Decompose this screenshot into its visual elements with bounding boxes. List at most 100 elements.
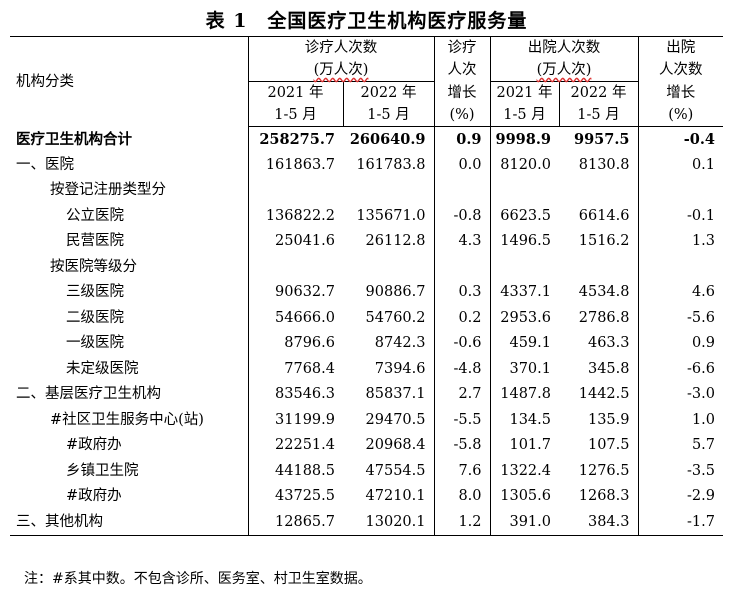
cell-visits-growth: 8.0 [433, 484, 490, 510]
cell-discharge-2021: 370.1 [489, 356, 559, 382]
header-v2021-1: 2021 年 [247, 81, 343, 104]
table-row: 医疗卫生机构合计 258275.7 260640.9 0.9 9998.9 99… [10, 126, 723, 153]
row-name: #政府办 [66, 488, 122, 504]
cell-discharge-growth: 5.7 [637, 433, 723, 459]
cell-visits-2021 [247, 178, 343, 204]
cell-discharge-2022: 384.3 [559, 509, 638, 536]
cell-discharge-growth: 1.0 [637, 407, 723, 433]
header-discharge-growth-1: 出院 [637, 36, 723, 59]
cell-discharge-2022: 135.9 [587, 411, 630, 428]
row-name: 民营医院 [66, 233, 124, 249]
cell-discharge-2022: 9957.5 [574, 131, 630, 148]
cell-visits-2022: 13020.1 [343, 509, 434, 536]
service-volume-table: 机构分类 诊疗人次数 诊疗 出院人次数 出院 (万人次) 人次 (万人次) 人次… [10, 36, 723, 536]
cell-visits-growth: -4.8 [433, 356, 490, 382]
cell-discharge-2022: 1442.5 [578, 386, 630, 402]
cell-visits-growth: 7.6 [433, 458, 490, 484]
table-row: #社区卫生服务中心(站) 31199.9 29470.5 -5.5 134.5 … [10, 407, 723, 433]
cell-discharge-2021: 9998.9 [489, 126, 559, 153]
header-discharge-growth-4: (%) [637, 104, 723, 127]
header-row-1: 机构分类 诊疗人次数 诊疗 出院人次数 出院 [10, 36, 723, 127]
cell-visits-2021: 8796.6 [247, 331, 343, 357]
cell-visits-2021: 54666.0 [247, 305, 343, 331]
table-row: 一、医院 161863.7 161783.8 0.0 8120.0 8130.8… [10, 152, 723, 178]
cell-discharge-growth: -3.5 [637, 458, 723, 484]
cell-visits-2022: 8742.3 [374, 335, 426, 351]
header-v2022-2: 1-5 月 [342, 104, 434, 127]
cell-discharge-2022: 6614.6 [578, 207, 630, 224]
row-name: 未定级医院 [66, 360, 139, 377]
row-name: 二、基层医疗卫生机构 [16, 386, 161, 402]
cell-discharge-2021: 134.5 [489, 407, 559, 433]
cell-discharge-growth: -6.6 [637, 356, 723, 382]
cell-visits-growth: 0.0 [433, 152, 490, 178]
cell-discharge-2022: 2786.8 [578, 309, 630, 326]
cell-visits-2022: 7394.6 [374, 360, 426, 377]
table-row: 二、基层医疗卫生机构 83546.3 85837.1 2.7 1487.8 14… [10, 382, 723, 408]
cell-discharge-2021: 6623.5 [489, 203, 559, 229]
cell-discharge-growth: -0.4 [637, 126, 723, 153]
cell-discharge-2022: 4534.8 [578, 284, 630, 300]
cell-discharge-2021 [489, 254, 559, 280]
table-note: 注：#系其中数。不包含诊所、医务室、村卫生室数据。 [24, 571, 372, 587]
cell-discharge-2022 [559, 255, 638, 281]
cell-visits-2022: 161783.8 [356, 156, 426, 173]
cell-discharge-2021: 391.0 [489, 509, 559, 536]
row-name: 医疗卫生机构合计 [16, 130, 132, 148]
table-row: 三、其他机构 12865.7 13020.1 1.2 391.0 384.3 -… [10, 509, 723, 536]
cell-visits-2021: 83546.3 [247, 382, 343, 408]
table-title: 表 1 全国医疗卫生机构医疗服务量 [205, 10, 528, 32]
header-row-4: 1-5 月 1-5 月 (%) 1-5 月 1-5 月 (%) [10, 104, 723, 127]
cell-discharge-growth: -1.7 [637, 509, 723, 536]
cell-visits-2021: 136822.2 [247, 203, 343, 229]
table-row: 二级医院 54666.0 54760.2 0.2 2953.6 2786.8 -… [10, 305, 723, 331]
cell-visits-2022: 26112.8 [365, 233, 426, 249]
cell-discharge-2021: 459.1 [489, 331, 559, 357]
row-name: 一级医院 [66, 335, 124, 351]
row-name: #政府办 [66, 437, 122, 453]
header-visits-growth-1: 诊疗 [433, 36, 490, 59]
cell-visits-2021: 12865.7 [247, 509, 343, 536]
cell-visits-2021 [247, 254, 343, 280]
cell-visits-growth: 1.2 [433, 509, 490, 536]
cell-visits-growth: -5.8 [433, 433, 490, 459]
row-name: 二级医院 [66, 309, 124, 326]
cell-discharge-growth [637, 254, 723, 280]
header-visits-group: 诊疗人次数 [247, 36, 434, 59]
cell-visits-2021: 161863.7 [247, 152, 343, 178]
header-v2022-1: 2022 年 [342, 81, 434, 104]
cell-discharge-2021: 1322.4 [489, 458, 559, 484]
cell-visits-2021: 90632.7 [247, 280, 343, 306]
cell-discharge-growth: 4.6 [637, 280, 723, 306]
cell-discharge-2021: 2953.6 [489, 305, 559, 331]
header-d2022-1: 2022 年 [558, 81, 638, 104]
cell-discharge-2021: 1487.8 [489, 382, 559, 408]
cell-discharge-2021: 1496.5 [489, 229, 559, 255]
cell-visits-2021: 258275.7 [247, 126, 343, 153]
header-row-3: 2021 年 2022 年 增长 2021 年 2022 年 增长 [10, 81, 723, 104]
header-d2021-2: 1-5 月 [489, 104, 559, 127]
cell-visits-growth [433, 178, 490, 204]
cell-visits-2022 [343, 178, 434, 204]
table-row: 三级医院 90632.7 90886.7 0.3 4337.1 4534.8 4… [10, 280, 723, 306]
cell-visits-2022 [343, 255, 434, 281]
header-visits-growth-3: 增长 [433, 81, 490, 104]
table-row: 未定级医院 7768.4 7394.6 -4.8 370.1 345.8 -6.… [10, 356, 723, 382]
header-v2021-2: 1-5 月 [247, 104, 343, 127]
cell-discharge-2021 [489, 178, 559, 204]
row-name: 乡镇卫生院 [66, 462, 139, 479]
cell-visits-2021: 25041.6 [247, 229, 343, 255]
cell-visits-2021: 22251.4 [247, 433, 343, 459]
cell-visits-growth: -0.8 [433, 203, 490, 229]
cell-discharge-growth: -3.0 [637, 382, 723, 408]
cell-visits-2022: 47210.1 [365, 488, 426, 504]
cell-discharge-growth: 0.9 [637, 331, 723, 357]
cell-visits-2022: 47554.5 [365, 462, 426, 479]
row-name: 一、医院 [16, 156, 74, 173]
cell-discharge-growth: 1.3 [637, 229, 723, 255]
header-visits-growth-2: 人次 [433, 59, 490, 82]
cell-discharge-2021: 101.7 [489, 433, 559, 459]
header-d2021-1: 2021 年 [489, 81, 559, 104]
table-row: #政府办 22251.4 20968.4 -5.8 101.7 107.5 5.… [10, 433, 723, 459]
cell-visits-growth: -0.6 [433, 331, 490, 357]
